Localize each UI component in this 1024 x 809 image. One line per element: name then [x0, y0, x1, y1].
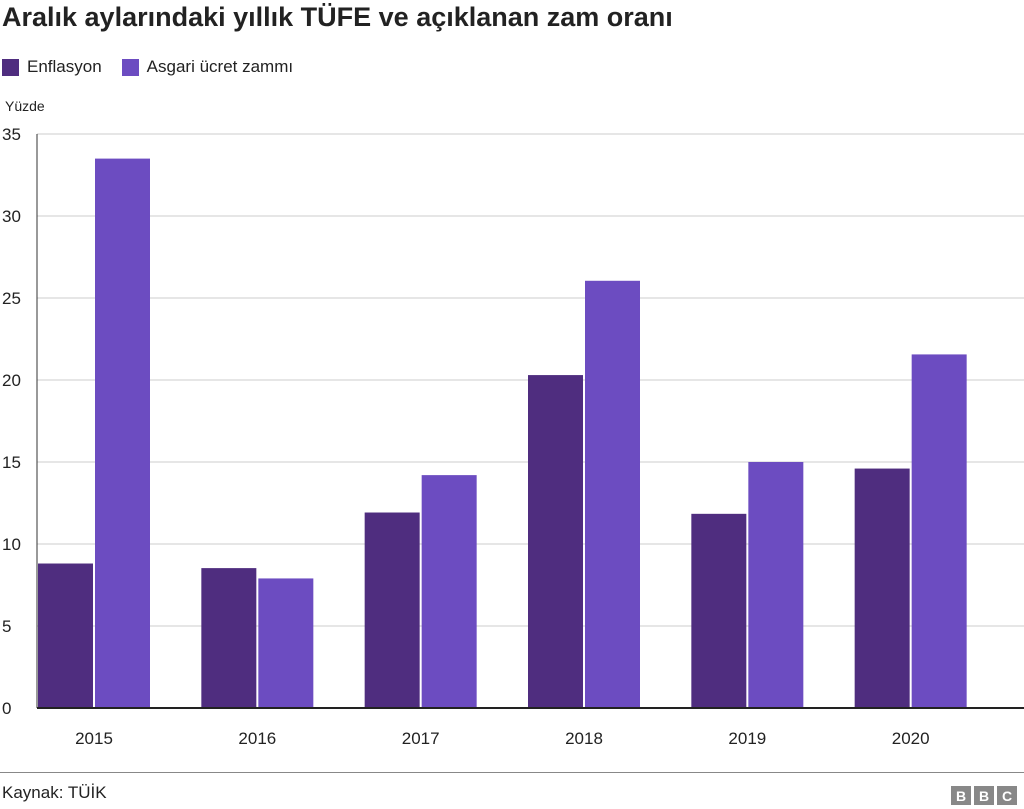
bar-enflasyon-2016	[201, 568, 257, 708]
x-tick-label: 2019	[728, 729, 766, 748]
bar-asgari-ucret-2016	[258, 578, 314, 708]
legend-item-asgari: Asgari ücret zammı	[121, 57, 294, 77]
x-tick-label: 2020	[892, 729, 930, 748]
bar-enflasyon-2017	[364, 512, 420, 708]
bar-enflasyon-2015	[38, 563, 93, 708]
legend-swatch-asgari	[121, 58, 139, 76]
chart-title: Aralık aylarındaki yıllık TÜFE ve açıkla…	[2, 2, 673, 32]
bar-chart: 0 5 10 15 20 25 30 35 2015 2016 2017 2018 2019 2020	[2, 125, 1024, 748]
y-tick-label: 5	[2, 617, 11, 636]
bbc-logo-letter: B	[974, 786, 994, 805]
x-tick-label: 2017	[402, 729, 440, 748]
bar-enflasyon-2020	[854, 468, 910, 708]
bbc-logo-letter: B	[951, 786, 971, 805]
bbc-logo: B B C	[951, 786, 1017, 805]
legend-label-asgari: Asgari ücret zammı	[146, 57, 294, 76]
source-note: Kaynak: TÜİK	[2, 783, 107, 802]
x-tick-label: 2018	[565, 729, 603, 748]
legend-label-enflasyon: Enflasyon	[27, 57, 102, 76]
x-tick-label: 2016	[238, 729, 276, 748]
x-tick-label: 2015	[75, 729, 113, 748]
legend-item-enflasyon: Enflasyon	[2, 57, 102, 77]
bar-asgari-ucret-2020	[911, 354, 967, 708]
bar-enflasyon-2019	[691, 513, 747, 708]
legend: Enflasyon Asgari ücret zammı	[2, 57, 313, 77]
y-tick-label: 35	[2, 125, 21, 144]
bar-asgari-ucret-2017	[421, 475, 477, 708]
y-tick-label: 30	[2, 207, 21, 226]
footer-divider	[0, 772, 1024, 773]
legend-swatch-enflasyon	[2, 58, 19, 76]
y-tick-label: 0	[2, 699, 11, 718]
bar-asgari-ucret-2019	[748, 462, 804, 708]
bar-enflasyon-2018	[528, 375, 583, 708]
y-tick-label: 20	[2, 371, 21, 390]
y-tick-label: 10	[2, 535, 21, 554]
y-tick-label: 25	[2, 289, 21, 308]
bbc-logo-letter: C	[997, 786, 1017, 805]
bar-asgari-ucret-2015	[95, 158, 150, 709]
y-tick-label: 15	[2, 453, 21, 472]
bar-asgari-ucret-2018	[585, 280, 640, 708]
y-axis-unit-label: Yüzde	[5, 98, 45, 114]
